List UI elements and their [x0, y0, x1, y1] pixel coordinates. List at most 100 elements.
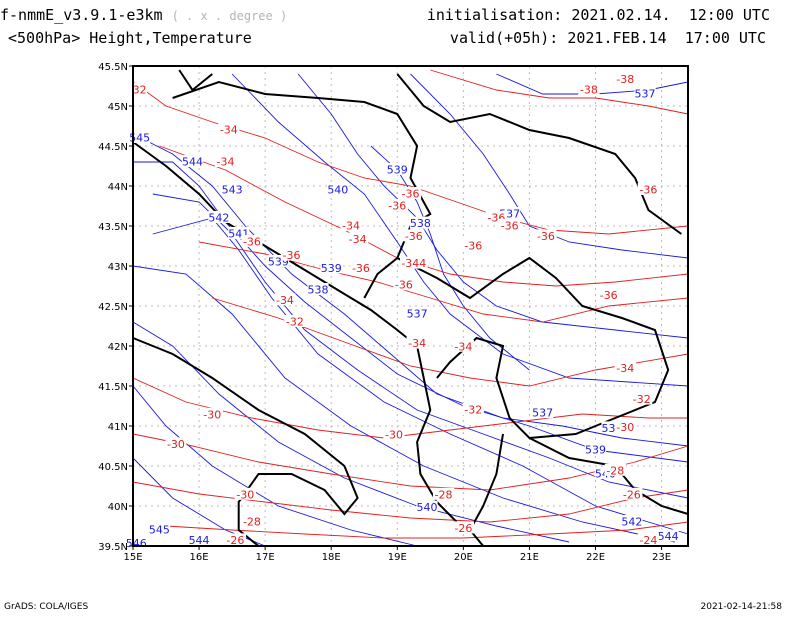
height-contour — [132, 133, 689, 447]
temperature-contour-label: -36 — [464, 240, 482, 253]
temperature-contour-label: -28 — [606, 464, 624, 477]
height-contour-label: 544 — [189, 534, 210, 547]
y-tick-label: 45N — [108, 102, 128, 113]
temperature-contour-label: -34 — [349, 233, 367, 246]
y-tick-label: 40N — [108, 502, 128, 513]
temperature-contour-label-bg — [132, 83, 148, 95]
temperature-contour-label: -36 — [395, 279, 413, 292]
coast-border-line — [468, 433, 504, 547]
x-tick-label: 15E — [123, 552, 142, 563]
temperature-contour-label-bg — [165, 437, 187, 450]
coast-border-line — [528, 437, 689, 515]
height-contour — [231, 73, 689, 387]
valid-time: valid(+05h): 2021.FEB.14 17:00 UTC — [449, 29, 766, 47]
height-contour-label-bg — [188, 533, 210, 546]
height-contour-label: 540 — [327, 184, 348, 197]
height-contour-label: 542 — [621, 516, 642, 529]
temperature-contour-label: -26 — [454, 522, 472, 535]
height-contour-label: 539 — [321, 262, 342, 275]
temperature-contour-label-bg — [350, 261, 372, 274]
temperature-contour-label: -344 — [401, 257, 426, 270]
height-contour-label: 542 — [208, 212, 229, 225]
y-tick-label: 43N — [108, 262, 128, 273]
temperature-contour-label: -34 — [220, 124, 238, 137]
footer-timestamp: 2021-02-14-21:58 — [700, 602, 783, 612]
height-contour — [132, 265, 675, 543]
x-tick-label: 23E — [652, 552, 671, 563]
height-contour — [132, 385, 418, 547]
temperature-contour-label: -36 — [600, 289, 618, 302]
model-name: f-nmmE_v3.9.1-e3km — [0, 6, 163, 24]
temperature-contour-label-bg — [637, 183, 659, 195]
temperature-contour — [430, 69, 689, 115]
temperature-contour-label-bg — [499, 219, 521, 231]
temperature-contour-label-bg — [399, 187, 422, 199]
y-tick-label: 41.5N — [98, 382, 128, 393]
temperature-contour-label: -34 — [217, 156, 235, 169]
temperature-contour-label-bg — [218, 123, 240, 135]
temperature-contour — [165, 521, 689, 539]
coast-border-line — [132, 141, 418, 347]
height-contour — [152, 217, 689, 535]
temperature-contour-label-bg — [274, 293, 296, 306]
height-contour — [370, 145, 530, 371]
temperature-contour-label-bg — [347, 232, 369, 245]
temperature-contour-label: -30 — [203, 408, 221, 421]
temperature-contour-label-bg — [578, 83, 600, 95]
y-tick-label: 42.5N — [98, 302, 128, 313]
temperature-contour-label: -30 — [167, 438, 185, 451]
temperature-contour-label: -36 — [243, 236, 261, 249]
grid-note: ( . x . degree ) — [171, 9, 288, 23]
x-tick-label: 22E — [586, 552, 605, 563]
height-contour — [133, 161, 689, 463]
temperature-contour-label: -32 — [286, 316, 304, 329]
temperature-contour-label-bg — [284, 315, 306, 327]
height-contour-label-bg — [532, 406, 554, 419]
temperature-contour-label: -36 — [402, 188, 420, 201]
field-title: <500hPa> Height,Temperature — [8, 29, 252, 47]
temperature-contour-label: -36 — [537, 230, 555, 243]
temperature-contour-label: -26 — [623, 488, 641, 501]
x-tick-label: 21E — [520, 552, 539, 563]
temperature-contour-label: -32 — [464, 404, 482, 417]
temperature-contour-label-bg — [614, 361, 636, 374]
temperature-contour-label-bg — [631, 392, 653, 405]
temperature-contour-label: -36 — [639, 184, 657, 197]
height-contour-label: 537 — [407, 308, 428, 321]
temperature-contour-label: -38 — [580, 84, 598, 97]
height-contour-label-bg — [584, 443, 607, 455]
temperature-contour-label: -36 — [388, 200, 406, 213]
height-contour-label: 544 — [182, 156, 203, 169]
temperature-contour-label: -36 — [501, 220, 519, 233]
height-contour-label-bg — [221, 183, 243, 195]
x-tick-label: 19E — [388, 552, 407, 563]
temperature-contour-label: -28 — [243, 516, 261, 529]
temperature-contour-label: -34 — [276, 294, 294, 307]
temperature-contour-label-bg — [224, 533, 247, 546]
temperature-contour-label: -30 — [385, 428, 403, 441]
temperature-contour-label: -34 — [342, 220, 360, 233]
temperature-contour-label-bg — [614, 72, 636, 85]
temperature-contour-label: -32 — [633, 393, 651, 406]
height-contour-label-bg — [657, 529, 679, 542]
height-contour-label-bg — [129, 131, 151, 143]
temperature-contour-label-bg — [393, 278, 415, 291]
axis-ticks: 15E 16E 17E 18E 19E 20E 21E 22E 23E 39.5N 40N 40.5N… — [98, 62, 671, 563]
height-contour-label: 537 — [635, 88, 656, 101]
temperature-contour-label-bg — [403, 229, 425, 242]
height-contour — [297, 73, 689, 339]
temperature-contour-label-bg — [637, 533, 659, 546]
y-tick-label: 41N — [108, 422, 128, 433]
temperature-contour-label: -24 — [639, 534, 657, 547]
height-contour-label: 545 — [149, 524, 170, 537]
height-contour-label-bg — [148, 523, 171, 535]
temperature-contour-label: -28 — [435, 488, 453, 501]
height-contour-label: 544 — [658, 530, 679, 543]
x-tick-label: 18E — [322, 552, 341, 563]
height-contour-label-bg — [208, 211, 230, 223]
temperature-contour-label-bg — [621, 487, 643, 500]
temperature-contour-label: -34 — [408, 337, 426, 350]
temperature-contour-label-bg — [452, 521, 474, 534]
